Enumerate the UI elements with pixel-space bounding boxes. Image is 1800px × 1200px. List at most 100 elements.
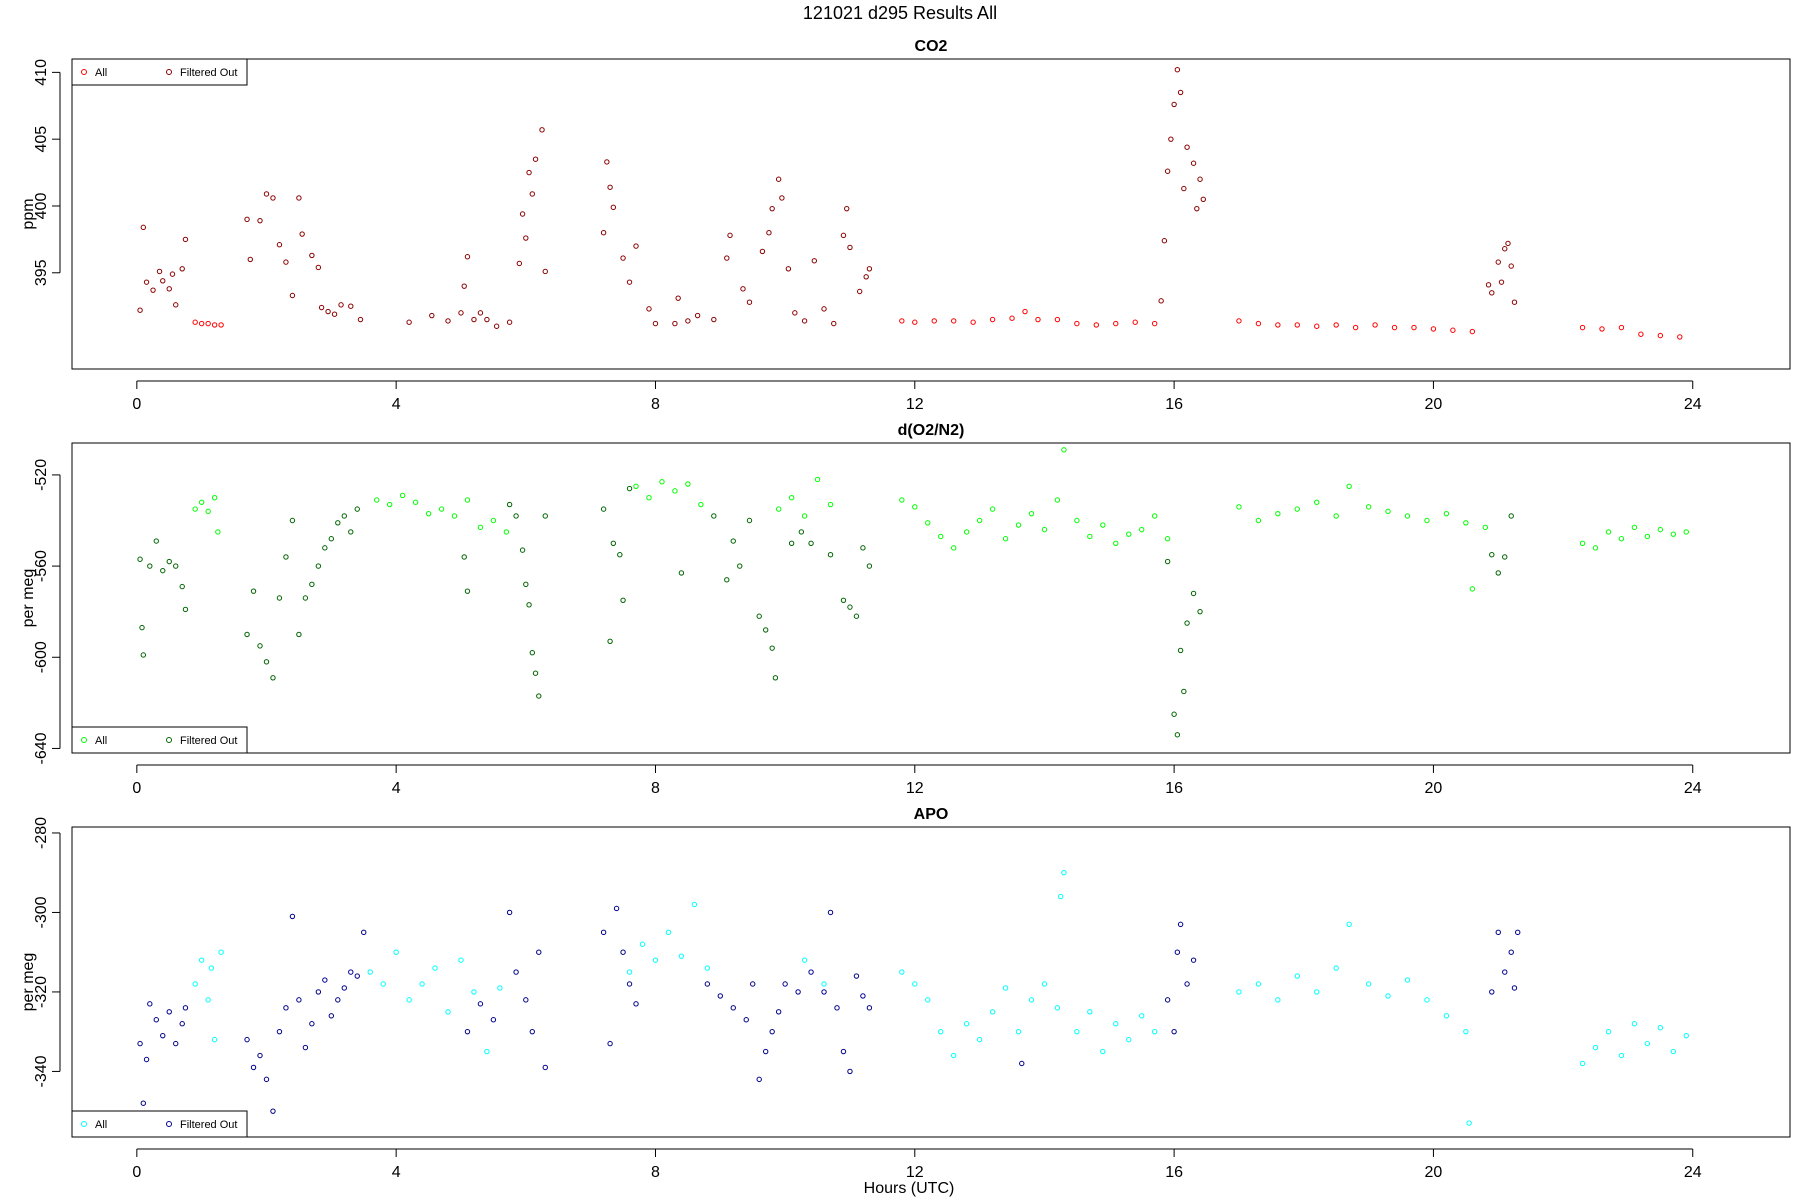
data-point bbox=[429, 312, 435, 319]
data-point bbox=[1015, 522, 1022, 528]
y-tick-label: -600 bbox=[33, 641, 50, 673]
data-point bbox=[244, 1036, 250, 1043]
data-point bbox=[1255, 320, 1262, 327]
data-point bbox=[519, 211, 526, 217]
data-point bbox=[1174, 66, 1181, 73]
data-point bbox=[1372, 322, 1378, 328]
data-point bbox=[244, 631, 250, 638]
data-point bbox=[516, 260, 523, 267]
data-point bbox=[1424, 517, 1430, 524]
series-filtered bbox=[137, 485, 1514, 738]
data-point bbox=[179, 266, 185, 272]
x-axis-label: Hours (UTC) bbox=[864, 1180, 955, 1197]
data-point bbox=[1100, 522, 1106, 528]
data-point bbox=[153, 538, 159, 544]
data-point bbox=[322, 545, 328, 551]
data-point bbox=[1463, 1028, 1469, 1035]
y-axis-label: per meg bbox=[20, 569, 37, 628]
data-point bbox=[302, 1044, 309, 1051]
legend-marker bbox=[166, 69, 172, 75]
data-point bbox=[150, 287, 156, 293]
data-point bbox=[160, 1032, 166, 1039]
data-point bbox=[315, 264, 322, 271]
data-point bbox=[730, 1005, 736, 1011]
data-point bbox=[493, 323, 500, 329]
data-point bbox=[762, 627, 769, 633]
data-point bbox=[1508, 263, 1514, 269]
data-point bbox=[250, 588, 257, 594]
data-point bbox=[270, 675, 276, 681]
data-point bbox=[970, 319, 976, 325]
data-point bbox=[1190, 160, 1197, 166]
data-point bbox=[1644, 533, 1651, 540]
data-point bbox=[464, 254, 471, 260]
data-point bbox=[458, 310, 464, 316]
data-point bbox=[315, 563, 322, 569]
data-point bbox=[296, 195, 302, 201]
x-tick-label: 24 bbox=[1684, 1164, 1702, 1181]
data-point bbox=[1404, 513, 1411, 519]
data-point bbox=[1579, 540, 1586, 546]
data-point bbox=[795, 989, 801, 995]
legend: All Filtered Out bbox=[71, 58, 248, 86]
data-point bbox=[445, 1009, 451, 1015]
data-point bbox=[289, 517, 296, 524]
data-point bbox=[179, 583, 185, 590]
data-point bbox=[672, 320, 678, 327]
data-point bbox=[620, 949, 626, 955]
data-point bbox=[539, 127, 545, 133]
x-tick-label: 20 bbox=[1425, 780, 1443, 797]
data-point bbox=[1236, 989, 1242, 995]
data-point bbox=[137, 556, 143, 562]
data-point bbox=[938, 1028, 944, 1035]
data-point bbox=[1515, 929, 1521, 936]
data-point bbox=[756, 613, 762, 619]
x-tick-label: 16 bbox=[1165, 780, 1183, 797]
data-point bbox=[665, 929, 672, 936]
data-point bbox=[1495, 929, 1501, 936]
data-point bbox=[730, 538, 736, 544]
data-point bbox=[477, 310, 484, 316]
data-point bbox=[652, 320, 659, 327]
data-point bbox=[853, 613, 860, 619]
x-tick-label: 0 bbox=[132, 780, 141, 797]
y-tick-label: 410 bbox=[33, 59, 50, 86]
data-point bbox=[412, 499, 419, 505]
y-tick-label: 395 bbox=[33, 259, 50, 286]
data-point bbox=[1113, 540, 1119, 546]
data-point bbox=[1074, 1028, 1080, 1035]
data-point bbox=[166, 286, 172, 292]
legend-marker bbox=[166, 737, 172, 743]
data-point bbox=[1275, 510, 1281, 517]
data-point bbox=[1200, 196, 1206, 203]
data-point bbox=[1618, 1052, 1625, 1059]
data-point bbox=[1404, 977, 1411, 983]
data-point bbox=[801, 957, 808, 963]
data-point bbox=[160, 567, 166, 574]
data-point bbox=[785, 266, 792, 272]
data-point bbox=[1194, 205, 1200, 212]
data-point bbox=[299, 231, 305, 237]
data-point bbox=[519, 547, 526, 553]
series-all bbox=[192, 870, 1689, 1126]
data-point bbox=[208, 965, 215, 971]
x-tick-label: 16 bbox=[1165, 1164, 1183, 1181]
data-point bbox=[814, 476, 821, 483]
data-point bbox=[506, 909, 513, 916]
data-point bbox=[1197, 608, 1203, 615]
data-point bbox=[1670, 1048, 1677, 1055]
data-point bbox=[156, 268, 163, 275]
legend-entry-label: All bbox=[95, 1119, 107, 1131]
data-point bbox=[354, 506, 360, 512]
data-point bbox=[772, 675, 779, 681]
data-point bbox=[792, 310, 798, 316]
data-point bbox=[325, 308, 331, 315]
data-point bbox=[205, 997, 211, 1003]
data-point bbox=[166, 558, 172, 565]
data-point bbox=[140, 652, 147, 658]
data-point bbox=[523, 235, 529, 241]
data-point bbox=[464, 588, 471, 594]
data-point bbox=[1236, 504, 1242, 510]
legend-entry-label: Filtered Out bbox=[180, 735, 237, 747]
data-point bbox=[1605, 529, 1612, 535]
